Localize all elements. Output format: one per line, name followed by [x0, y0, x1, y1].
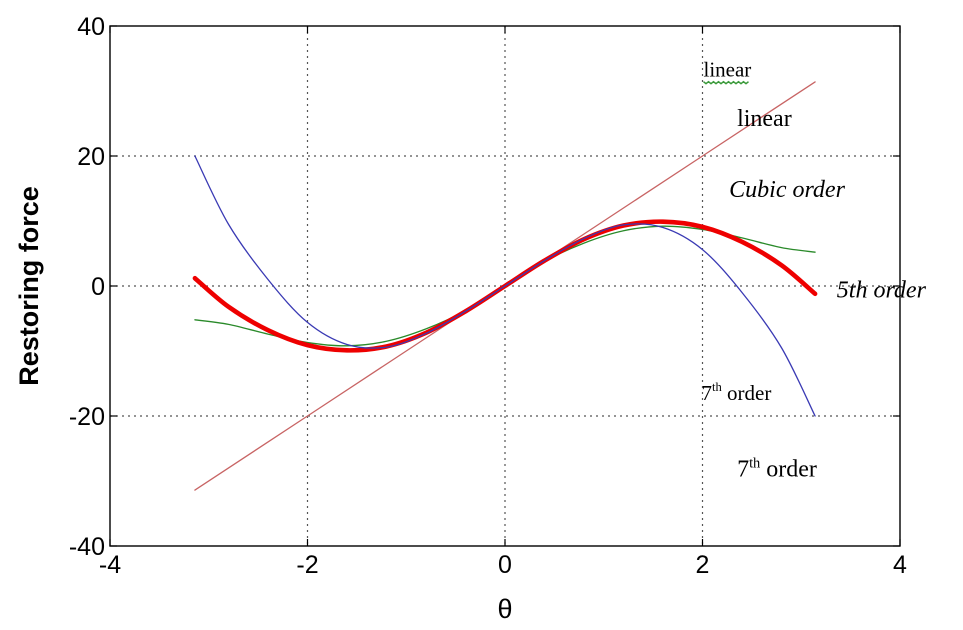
x-tick-label: 0: [498, 551, 512, 579]
x-tick-label: -2: [296, 551, 318, 579]
annotation-label: 5th order: [837, 278, 927, 304]
x-tick-label: -4: [99, 551, 121, 579]
y-tick-label: 0: [91, 273, 105, 301]
annotations: linear linear Cubic order 5th order 7th orde…: [702, 58, 927, 483]
y-axis-label: Restoring force: [14, 186, 44, 386]
y-tick-label: -40: [69, 533, 105, 561]
annotation-label: 7th order: [737, 455, 817, 482]
x-axis-label: θ: [497, 594, 512, 624]
annotation-label: linear: [703, 58, 751, 82]
annotation-label: linear: [737, 106, 792, 132]
annotation-label: 7th order: [702, 380, 772, 405]
x-tick-label: 4: [893, 551, 907, 579]
y-tick-label: 20: [77, 143, 105, 171]
spellcheck-underline: [703, 80, 749, 85]
y-tick-label: 40: [77, 13, 105, 41]
series-seventh-order-line: [194, 155, 816, 417]
annotation-label: Cubic order: [729, 177, 845, 203]
y-tick-label: -20: [69, 403, 105, 431]
series-group: [192, 81, 818, 491]
x-tick-label: 2: [696, 551, 710, 579]
